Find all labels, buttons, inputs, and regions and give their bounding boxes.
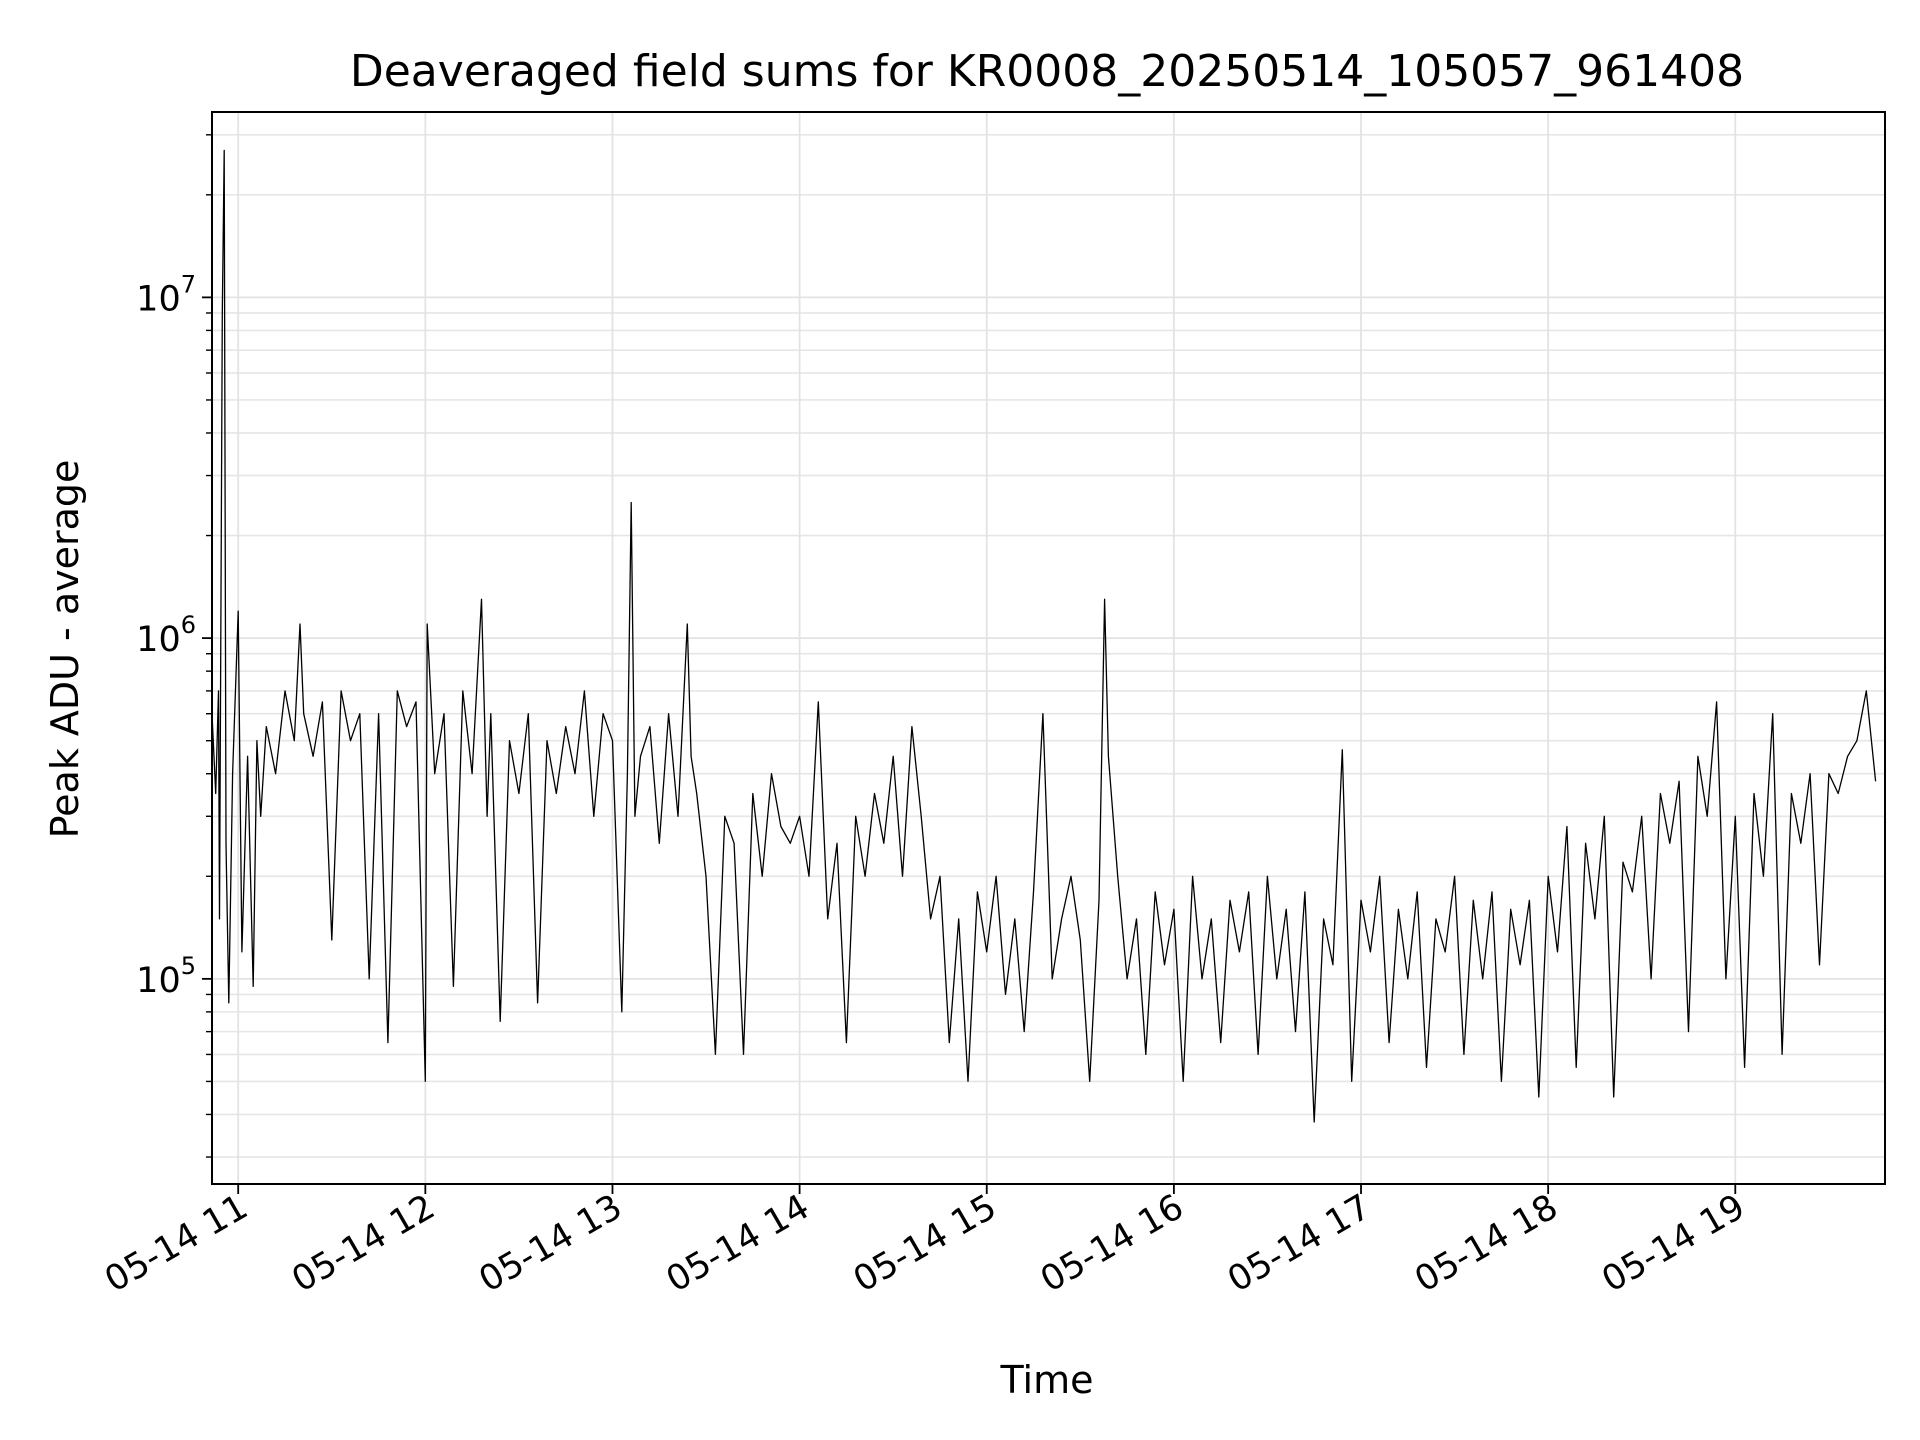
y-axis-label: Peak ADU - average	[43, 460, 87, 839]
x-axis-label: Time	[1000, 1358, 1094, 1402]
y-axis: 105 106 107	[136, 270, 212, 1001]
major-gridlines	[212, 112, 1885, 1184]
plot-frame	[211, 111, 1886, 1185]
y-tick-label: 107	[136, 270, 196, 319]
chart-title: Deaveraged field sums for KR0008_2025051…	[350, 46, 1744, 97]
y-tick-label: 106	[136, 611, 196, 660]
series-line	[211, 149, 1877, 1123]
y-tick-label: 105	[136, 952, 196, 1001]
